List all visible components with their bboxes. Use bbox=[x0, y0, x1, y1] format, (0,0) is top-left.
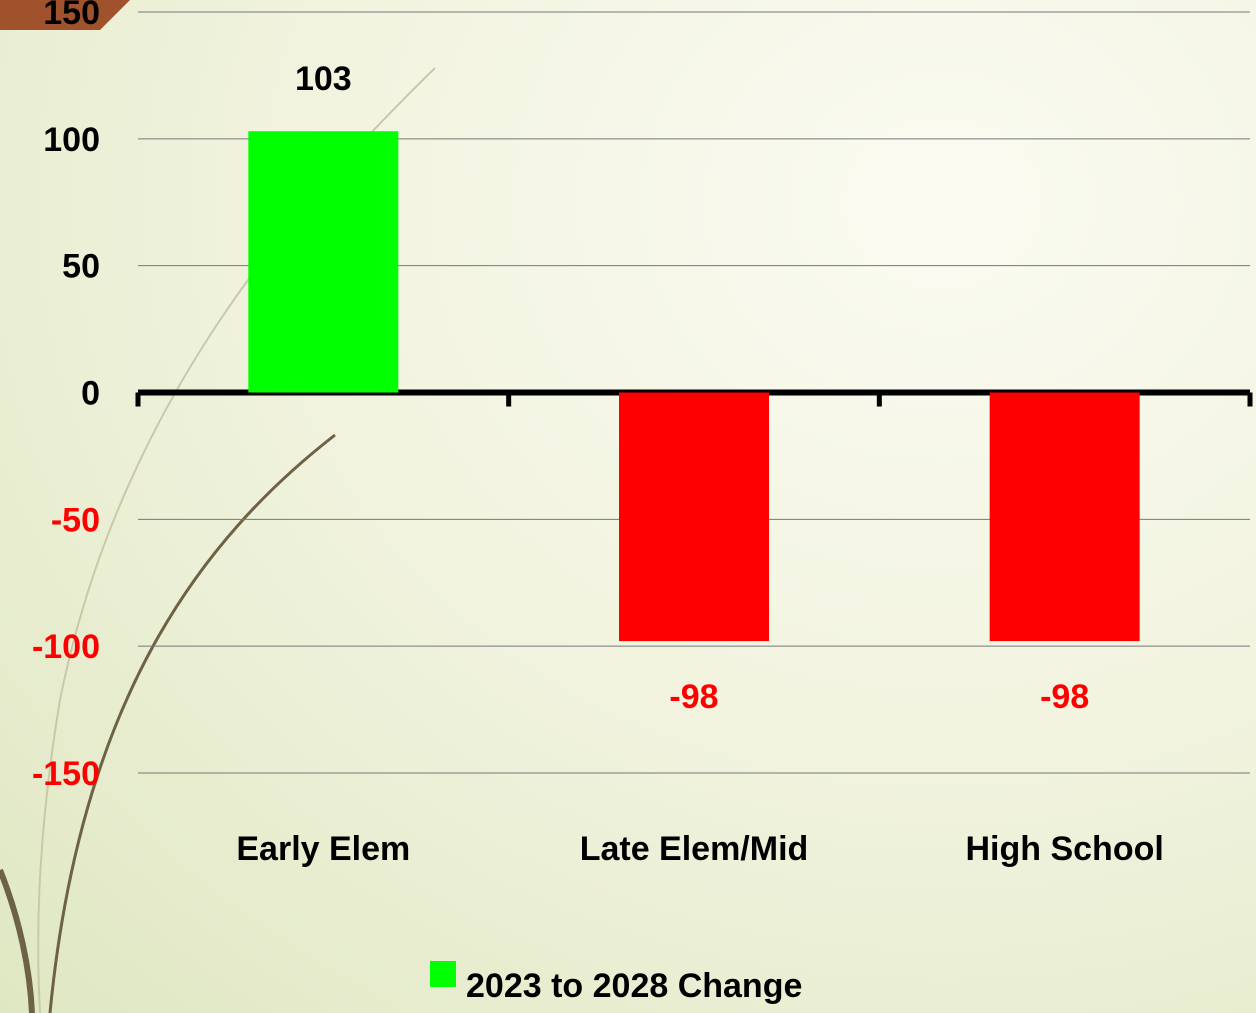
corner-decoration bbox=[0, 0, 130, 30]
data-label: -98 bbox=[1040, 678, 1089, 716]
legend-label: 2023 to 2028 Change bbox=[466, 967, 802, 1005]
data-label: 103 bbox=[295, 60, 352, 98]
x-tick-label: Early Elem bbox=[236, 830, 411, 868]
bar bbox=[248, 131, 399, 393]
x-tick-label: High School bbox=[965, 830, 1164, 868]
y-tick-label: -100 bbox=[32, 628, 100, 666]
y-tick-label: 50 bbox=[62, 248, 100, 286]
y-tick-label: 100 bbox=[43, 121, 100, 159]
legend-swatch bbox=[430, 961, 456, 987]
decoration bbox=[0, 868, 35, 1013]
data-label: -98 bbox=[669, 678, 718, 716]
y-tick-label: 150 bbox=[43, 0, 100, 32]
x-tick-label: Late Elem/Mid bbox=[579, 830, 809, 868]
bar bbox=[619, 392, 769, 642]
bar bbox=[989, 392, 1140, 642]
y-tick-label: -150 bbox=[32, 755, 100, 793]
y-tick-label: -50 bbox=[51, 501, 100, 539]
y-tick-label: 0 bbox=[81, 374, 100, 412]
